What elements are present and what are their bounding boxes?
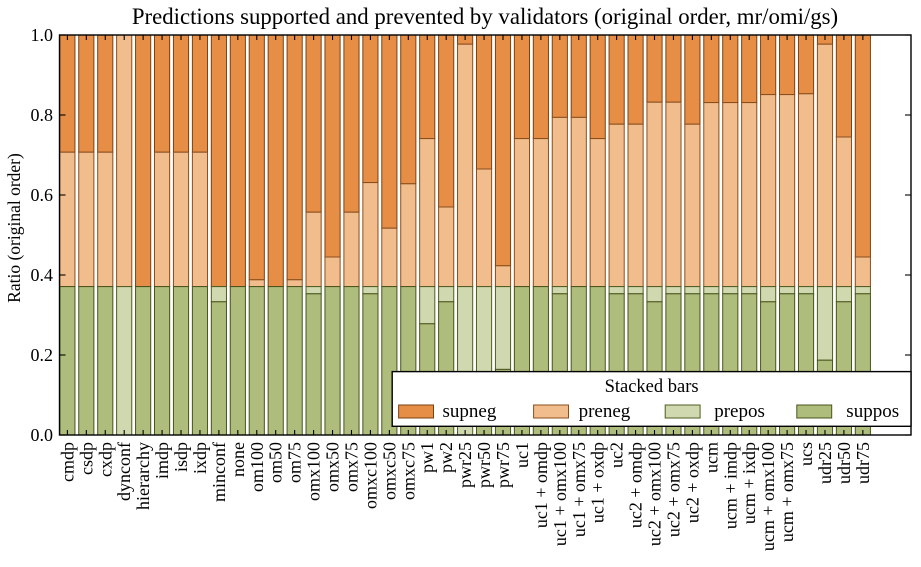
svg-text:imdp: imdp [152, 442, 172, 479]
svg-text:ucm + omx100: ucm + omx100 [758, 442, 778, 551]
svg-text:uc2 + oxdp: uc2 + oxdp [682, 442, 702, 523]
svg-text:pw1: pw1 [417, 442, 437, 473]
svg-text:csdp: csdp [76, 442, 96, 475]
svg-text:prepos: prepos [714, 401, 765, 422]
svg-text:pwr75: pwr75 [493, 442, 513, 488]
svg-text:omxc75: omxc75 [398, 442, 418, 500]
svg-text:pw2: pw2 [436, 442, 456, 473]
svg-text:cmdp: cmdp [57, 442, 77, 482]
svg-text:omxc50: omxc50 [379, 442, 399, 500]
svg-text:preneg: preneg [579, 401, 631, 422]
svg-text:0.6: 0.6 [31, 185, 54, 205]
svg-text:minconf: minconf [209, 442, 229, 502]
svg-text:0.0: 0.0 [31, 425, 54, 445]
svg-text:omx50: omx50 [323, 442, 343, 492]
svg-text:pwr25: pwr25 [455, 442, 475, 488]
svg-text:om75: om75 [285, 442, 305, 483]
svg-text:dynconf: dynconf [114, 442, 134, 501]
svg-text:uc2 + omdp: uc2 + omdp [626, 442, 646, 528]
svg-text:uc1 + omx100: uc1 + omx100 [550, 442, 570, 546]
svg-text:omxc100: omxc100 [360, 442, 380, 509]
svg-text:Ratio (original order): Ratio (original order) [4, 153, 24, 303]
svg-text:ucm + omx75: ucm + omx75 [777, 442, 797, 542]
svg-text:uc1 + omx75: uc1 + omx75 [569, 442, 589, 537]
svg-text:om50: om50 [266, 442, 286, 483]
svg-text:ucs: ucs [796, 442, 816, 466]
svg-text:ucm + ixdp: ucm + ixdp [739, 442, 759, 524]
svg-text:1.0: 1.0 [31, 25, 54, 45]
svg-text:0.2: 0.2 [31, 345, 54, 365]
svg-text:suppos: suppos [846, 401, 899, 422]
svg-text:omx75: omx75 [341, 442, 361, 492]
svg-text:pwr50: pwr50 [474, 442, 494, 488]
svg-text:uc1 + omdp: uc1 + omdp [531, 442, 551, 528]
svg-text:uc2: uc2 [607, 442, 627, 468]
svg-text:ucm + imdp: ucm + imdp [720, 442, 740, 529]
svg-text:om100: om100 [247, 442, 267, 492]
svg-text:uc2 + omx100: uc2 + omx100 [645, 442, 665, 546]
svg-text:cxdp: cxdp [95, 442, 115, 477]
svg-text:isdp: isdp [171, 442, 191, 472]
svg-text:ixdp: ixdp [190, 442, 210, 474]
svg-text:udr50: udr50 [834, 442, 854, 484]
svg-text:0.8: 0.8 [31, 105, 54, 125]
svg-text:omx100: omx100 [304, 442, 324, 501]
svg-text:udr25: udr25 [815, 442, 835, 484]
svg-text:hierarchy: hierarchy [133, 442, 153, 510]
svg-text:ucm: ucm [701, 442, 721, 473]
svg-text:none: none [228, 442, 248, 477]
svg-text:uc1: uc1 [512, 442, 532, 468]
svg-text:uc2 + omx75: uc2 + omx75 [663, 442, 683, 537]
svg-text:udr75: udr75 [853, 442, 873, 484]
svg-text:Stacked bars: Stacked bars [605, 377, 699, 397]
svg-text:supneg: supneg [443, 401, 497, 422]
svg-text:0.4: 0.4 [31, 265, 54, 285]
svg-text:Predictions supported and prev: Predictions supported and prevented by v… [132, 4, 838, 29]
svg-text:uc1 + oxdp: uc1 + oxdp [588, 442, 608, 523]
